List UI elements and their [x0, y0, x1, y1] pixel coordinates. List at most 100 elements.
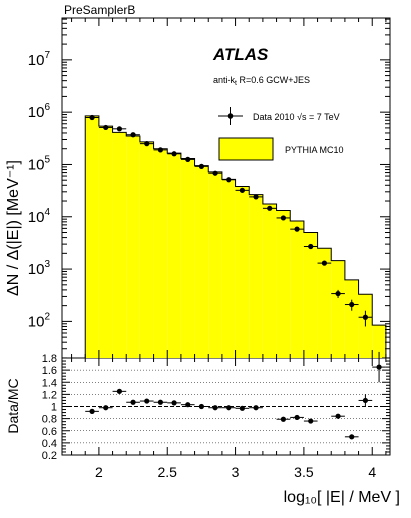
data-point — [198, 163, 204, 169]
jet-label-post: R=0.6 GCW+JES — [237, 75, 310, 85]
x-tick-label: 2.5 — [157, 464, 177, 480]
data-point — [157, 147, 163, 153]
mc-bar — [235, 186, 250, 358]
legend-mc-label: PYTHIA MC10 — [285, 145, 344, 155]
data-point — [116, 126, 122, 132]
ratio-tick-label: 1.2 — [42, 389, 57, 401]
ratio-point — [294, 414, 300, 421]
data-point — [349, 301, 355, 308]
y-tick-label: 102 — [28, 311, 51, 330]
data-point — [171, 151, 177, 157]
data-point — [335, 290, 341, 297]
data-point — [144, 141, 150, 147]
mc-bar — [221, 179, 236, 358]
y-axis-label: ΔN / Δ(|E|) [MeV⁻¹] — [5, 160, 22, 296]
mc-histogram — [84, 115, 387, 359]
data-point — [185, 156, 191, 162]
ratio-tick-label: 0.8 — [42, 414, 57, 426]
ratio-point — [103, 405, 109, 411]
mc-bar — [331, 260, 345, 358]
data-point — [226, 177, 232, 183]
ratio-tick-label: 0.6 — [42, 426, 57, 438]
ratio-gridlines — [62, 369, 390, 444]
data-points — [85, 114, 373, 327]
data-point — [212, 170, 218, 176]
mc-bar — [85, 115, 99, 358]
ratio-y-axis-label: Data/MC — [5, 378, 21, 433]
ratio-point — [362, 397, 368, 404]
y-tick-label: 107 — [28, 50, 51, 69]
mc-bar — [180, 158, 195, 358]
mc-bar — [208, 171, 222, 358]
ratio-point — [171, 400, 177, 406]
x-tick-label: 3 — [232, 464, 240, 480]
ratio-point — [376, 364, 382, 370]
jet-label-sub: t — [235, 80, 237, 87]
data-point — [294, 226, 300, 232]
ratio-tick-label: 0.4 — [42, 438, 57, 450]
data-point — [130, 132, 136, 138]
ratio-point — [335, 413, 341, 419]
ratio-point — [253, 405, 259, 411]
y-tick-label: 104 — [28, 207, 51, 226]
ratio-point — [89, 408, 95, 414]
data-point — [308, 243, 314, 250]
mc-bar — [372, 325, 386, 358]
axis-ticks: 2 2.5 3 3.5 41021031041051061070.20.40.60.81… — [28, 18, 390, 480]
x-tick-label: 4 — [368, 464, 376, 480]
ratio-point — [280, 416, 286, 422]
ratio-tick-label: 1 — [51, 402, 57, 414]
ratio-points — [85, 351, 386, 440]
y-tick-label: 106 — [28, 102, 51, 121]
legend-data-label: Data 2010 √s = 7 TeV — [253, 112, 340, 122]
ratio-point — [144, 398, 150, 404]
data-point — [321, 260, 327, 266]
ratio-tick-label: 0.2 — [42, 450, 57, 462]
ratio-tick-label: 1.6 — [42, 365, 57, 377]
atlas-label: ATLAS — [212, 45, 269, 64]
data-point — [253, 194, 259, 200]
ratio-tick-label: 1.8 — [42, 353, 57, 365]
data-point — [267, 205, 273, 211]
mc-bar — [317, 248, 332, 358]
y-tick-label: 103 — [28, 259, 51, 278]
ratio-point — [157, 399, 163, 405]
mc-bar — [112, 132, 127, 358]
ratio-point — [198, 403, 204, 410]
legend: Data 2010 √s = 7 TeV PYTHIA MC10 — [218, 107, 344, 161]
data-point — [239, 187, 245, 193]
ratio-point — [130, 399, 136, 405]
x-tick-label: 3.5 — [294, 464, 314, 480]
ratio-point — [226, 405, 232, 411]
mc-bar — [126, 136, 140, 358]
ratio-point — [185, 402, 191, 408]
panel-label: PreSamplerB — [64, 3, 135, 17]
mc-bar — [303, 232, 318, 358]
ratio-point — [116, 388, 122, 394]
mc-bar — [290, 221, 304, 358]
mc-bar — [167, 153, 181, 358]
ratio-point — [212, 405, 218, 411]
mc-bar — [344, 279, 359, 358]
data-point — [103, 124, 109, 131]
mc-bar — [262, 204, 277, 358]
jet-label-pre: anti-k — [213, 75, 236, 85]
ratio-point — [239, 405, 245, 411]
mc-bar — [276, 210, 291, 358]
jet-label: anti-kt R=0.6 GCW+JES — [213, 75, 310, 87]
ratio-point — [308, 418, 314, 424]
legend-data-marker — [227, 113, 234, 119]
mc-bar — [194, 165, 209, 358]
data-point — [280, 215, 286, 221]
mc-bar — [98, 126, 113, 359]
legend-mc-swatch — [218, 137, 274, 161]
y-tick-label: 105 — [28, 154, 51, 173]
ratio-tick-label: 1.4 — [42, 377, 57, 389]
mc-bar — [139, 141, 154, 358]
x-axis-label: log₁₀[ |E| / MeV ] — [284, 489, 400, 506]
mc-bar — [153, 148, 168, 358]
ratio-point — [349, 434, 355, 440]
data-point — [89, 114, 95, 121]
data-point — [362, 314, 368, 320]
